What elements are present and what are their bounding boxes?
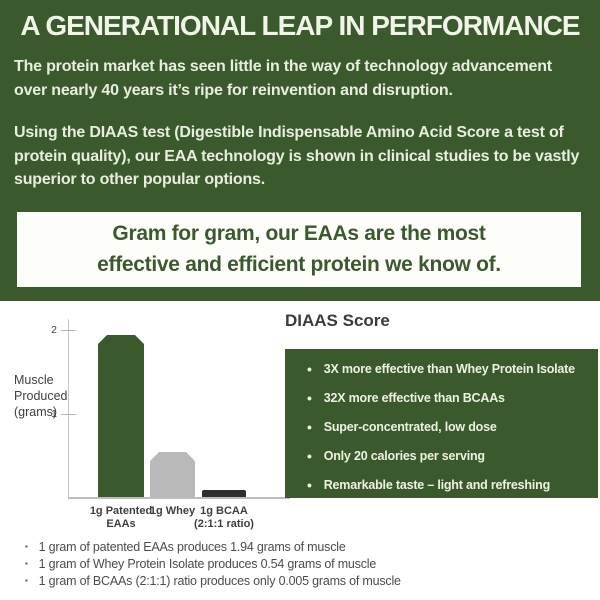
quote-box: Gram for gram, our EAAs are the most eff… xyxy=(17,212,581,287)
bullet-icon: • xyxy=(307,418,312,435)
y-axis-line xyxy=(68,319,69,498)
bar-label-bcaa: 1g BCAA (2:1:1 ratio) xyxy=(194,505,254,530)
footnote-item: ▪ 1 gram of BCAAs (2:1:1) ratio produces… xyxy=(25,572,401,589)
benefit-text: Remarkable taste – light and refreshing xyxy=(323,477,551,492)
footnote-text: 1 gram of BCAAs (2:1:1) ratio produces o… xyxy=(38,573,401,588)
benefit-item: • 3X more effective than Whey Protein Is… xyxy=(307,354,598,383)
benefit-item: • Remarkable taste – light and refreshin… xyxy=(307,470,598,499)
bar-label-patented-eaas: 1g Patented EAAs xyxy=(89,505,153,530)
footnote-item: ▪ 1 gram of patented EAAs produces 1.94 … xyxy=(25,538,401,555)
square-bullet-icon: ▪ xyxy=(25,558,28,568)
diaas-explainer-paragraph: Using the DIAAS test (Digestible Indispe… xyxy=(14,124,580,189)
footnotes-list: ▪ 1 gram of patented EAAs produces 1.94 … xyxy=(25,538,401,589)
benefit-item: • Only 20 calories per serving xyxy=(307,441,598,470)
diaas-score-heading: DIAAS Score xyxy=(285,311,390,330)
benefit-text: Super-concentrated, low dose xyxy=(323,419,497,434)
bar-whey xyxy=(150,452,195,497)
bar-patented-eaas xyxy=(98,335,144,497)
benefit-text: Only 20 calories per serving xyxy=(323,448,485,463)
y-tick-mark-2 xyxy=(61,330,76,331)
benefit-item: • Super-concentrated, low dose xyxy=(307,412,598,441)
bullet-icon: • xyxy=(307,476,312,493)
footnote-text: 1 gram of patented EAAs produces 1.94 gr… xyxy=(38,539,346,554)
y-tick-label-2: 2 xyxy=(51,324,57,336)
x-axis-line xyxy=(68,497,290,499)
y-axis-label: Muscle Produced (grams) xyxy=(14,373,68,419)
page-title: A GENERATIONAL LEAP IN PERFORMANCE xyxy=(20,10,580,41)
benefit-text: 32X more effective than BCAAs xyxy=(323,390,505,405)
y-tick-mark-1 xyxy=(61,414,76,415)
benefits-box: • 3X more effective than Whey Protein Is… xyxy=(285,349,598,498)
bar-label-whey: 1g Whey xyxy=(149,505,196,517)
bullet-icon: • xyxy=(307,360,312,377)
y-tick-label-1: 1 xyxy=(51,408,57,420)
square-bullet-icon: ▪ xyxy=(25,575,28,585)
benefits-list: • 3X more effective than Whey Protein Is… xyxy=(307,354,598,499)
bullet-icon: • xyxy=(307,447,312,464)
quote-text: Gram for gram, our EAAs are the most eff… xyxy=(97,222,501,276)
footnote-item: ▪ 1 gram of Whey Protein Isolate produce… xyxy=(25,555,401,572)
hero-section: A GENERATIONAL LEAP IN PERFORMANCE The p… xyxy=(0,0,600,301)
square-bullet-icon: ▪ xyxy=(25,541,28,551)
intro-paragraph: The protein market has seen little in th… xyxy=(14,58,552,99)
footnote-text: 1 gram of Whey Protein Isolate produces … xyxy=(38,556,377,571)
benefit-text: 3X more effective than Whey Protein Isol… xyxy=(323,361,575,376)
benefit-item: • 32X more effective than BCAAs xyxy=(307,383,598,412)
bar-bcaa xyxy=(202,490,246,497)
bullet-icon: • xyxy=(307,389,312,406)
